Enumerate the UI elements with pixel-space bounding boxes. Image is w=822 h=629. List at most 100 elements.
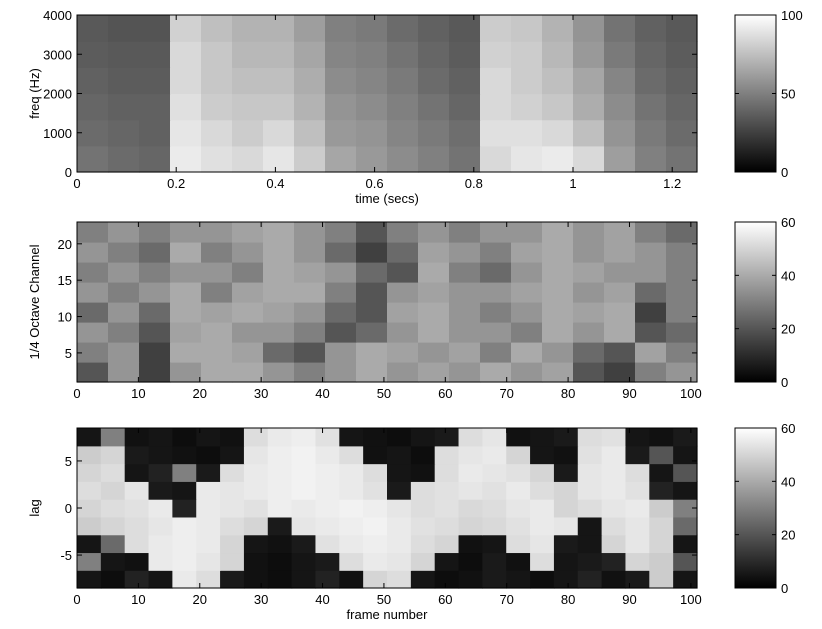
heatmap-cell (220, 481, 245, 500)
heatmap-cell (573, 145, 605, 173)
heatmap-cell (649, 481, 674, 500)
heatmap-cell (196, 552, 221, 571)
heatmap-cell (458, 499, 483, 518)
heatmap-cell (387, 428, 412, 447)
heatmap-cell (108, 282, 140, 303)
heatmap-cell (315, 428, 340, 447)
y-axis-label: 1/4 Octave Channel (27, 244, 42, 359)
heatmap-cell (172, 445, 197, 465)
y-tick-label: 20 (58, 237, 72, 252)
heatmap-cell (196, 570, 221, 589)
heatmap-cell (542, 282, 574, 303)
heatmap-cell (139, 342, 171, 363)
y-tick-label: 10 (58, 310, 72, 325)
heatmap-cell (604, 222, 636, 243)
heatmap-cell (673, 445, 698, 465)
heatmap-cell (506, 463, 531, 482)
heatmap-cell (170, 93, 202, 121)
x-tick-label: 60 (438, 386, 452, 401)
heatmap-cell (325, 93, 357, 121)
heatmap-cell (77, 93, 109, 121)
heatmap-cell (449, 93, 481, 121)
heatmap-cell (201, 242, 233, 263)
heatmap-cell (148, 534, 173, 554)
heatmap-cell (573, 222, 605, 243)
heatmap-cell (294, 67, 326, 95)
heatmap-cell (480, 342, 512, 363)
heatmap-cell (553, 570, 579, 589)
heatmap-cell (530, 570, 555, 589)
x-tick-label: 1 (569, 176, 576, 191)
heatmap-cell (108, 145, 140, 173)
heatmap-cell (635, 342, 667, 363)
heatmap-cell (124, 481, 150, 500)
heatmap-cell (339, 481, 364, 500)
heatmap-cell (449, 15, 481, 42)
x-tick-label: 0.2 (167, 176, 185, 191)
heatmap-cell (315, 445, 340, 465)
heatmap-cell (410, 428, 436, 447)
heatmap-cell (108, 15, 140, 42)
heatmap-cell (577, 428, 603, 447)
heatmap-cell (601, 499, 627, 518)
heatmap-cell (387, 570, 412, 589)
heatmap-cell (434, 445, 460, 465)
heatmap-cell (77, 41, 109, 68)
heatmap-cell (100, 516, 126, 536)
heatmap-cell (232, 222, 264, 243)
heatmap-cell (511, 322, 543, 343)
heatmap-cell (315, 534, 340, 554)
heatmap-cell (124, 552, 150, 571)
heatmap-cell (170, 222, 202, 243)
heatmap-cell (482, 463, 507, 482)
heatmap-cell (232, 282, 264, 303)
colorbar-tick-label: 0 (781, 581, 788, 596)
heatmap-cell (172, 481, 197, 500)
y-axis-label: freq (Hz) (27, 68, 42, 119)
y-tick-label: 5 (65, 346, 72, 361)
heatmap-cell (573, 322, 605, 343)
heatmap-cell (77, 15, 109, 42)
heatmap-cell (339, 499, 364, 518)
heatmap-cell (100, 570, 126, 589)
heatmap-cell (418, 362, 450, 383)
heatmap-cell (418, 15, 450, 42)
heatmap-cell (511, 282, 543, 303)
heatmap-cell (635, 242, 667, 263)
heatmap-cell (148, 516, 173, 536)
heatmap-cell (387, 445, 412, 465)
colorbar (734, 14, 777, 173)
heatmap-cell (635, 302, 667, 323)
heatmap-cell (170, 15, 202, 42)
heatmap-cell (387, 222, 419, 243)
heatmap-cell (77, 499, 102, 518)
heatmap-cell (387, 282, 419, 303)
heatmap-cell (232, 67, 264, 95)
heatmap-cell (291, 570, 317, 589)
x-tick-label: 20 (193, 592, 207, 607)
heatmap-cell (263, 242, 295, 263)
heatmap-cell (625, 534, 650, 554)
x-tick-label: 0.6 (366, 176, 384, 191)
heatmap-cell (201, 15, 233, 42)
heatmap-cell (148, 552, 173, 571)
heatmap-cell (356, 67, 388, 95)
heatmap-cell (649, 428, 674, 447)
heatmap-cell (604, 362, 636, 383)
heatmap-cell (77, 119, 109, 147)
heatmap-cell (170, 119, 202, 147)
heatmap-cell (232, 15, 264, 42)
heatmap-cell (530, 534, 555, 554)
heatmap-cell (243, 463, 269, 482)
x-axis-label: frame number (347, 607, 429, 622)
heatmap-cell (172, 552, 197, 571)
heatmap-cell (530, 552, 555, 571)
heatmap-cell (604, 242, 636, 263)
heatmap-cell (294, 15, 326, 42)
heatmap-cell (666, 342, 698, 363)
heatmap-cell (201, 262, 233, 283)
heatmap-cell (573, 15, 605, 42)
x-tick-label: 40 (315, 386, 329, 401)
heatmap-cell (139, 67, 171, 95)
heatmap-cell (196, 499, 221, 518)
